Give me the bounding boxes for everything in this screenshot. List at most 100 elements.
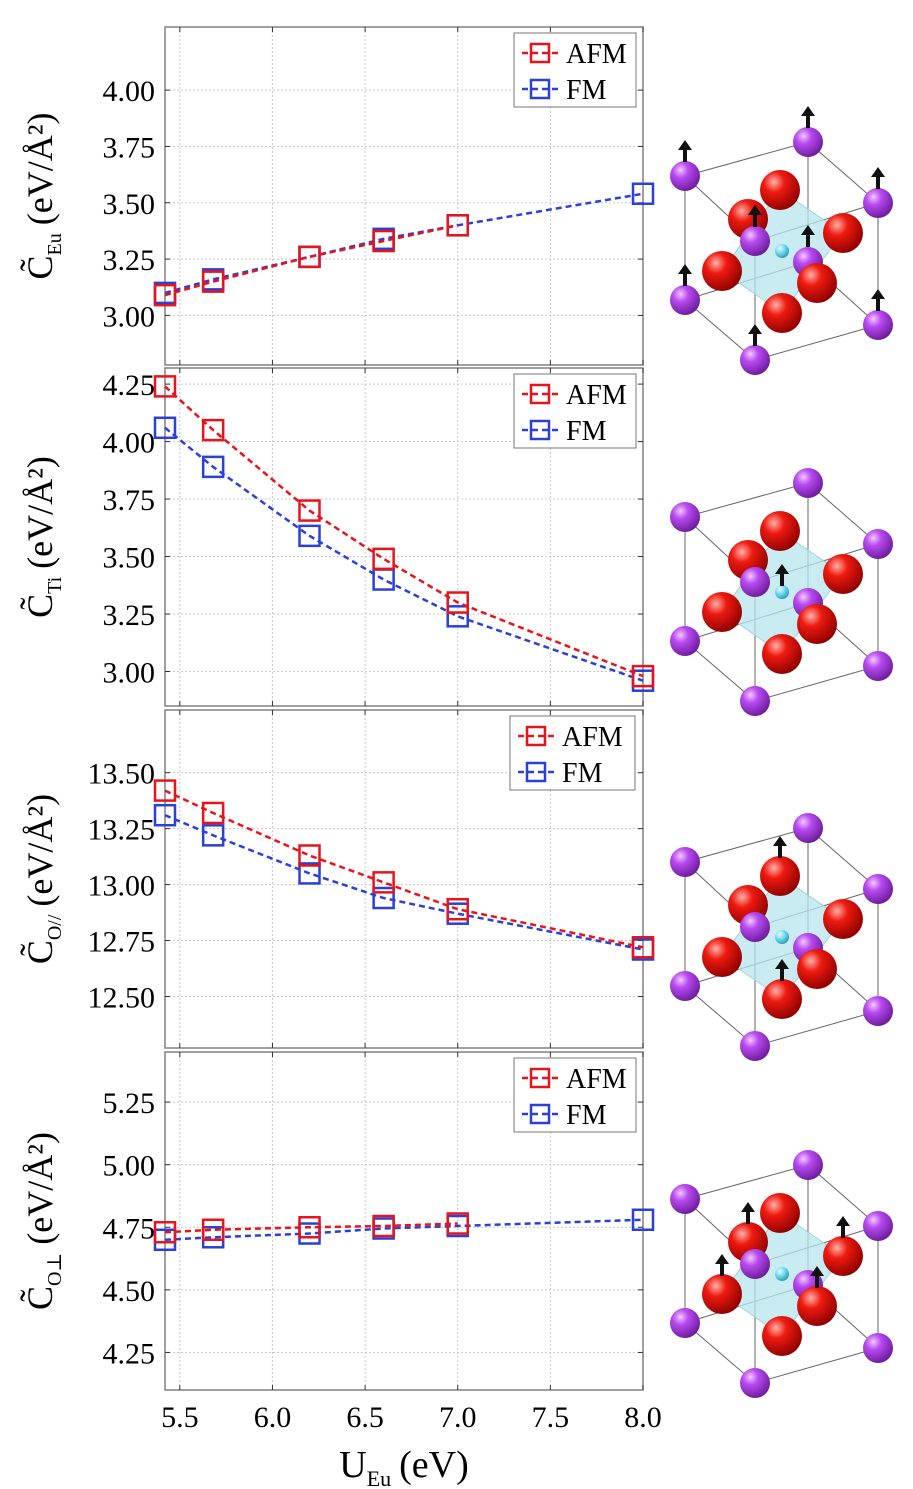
series-line-fm xyxy=(164,426,644,682)
x-tick-label: 7.5 xyxy=(532,1401,570,1434)
spin-arrow-head xyxy=(748,205,762,215)
eu-atom xyxy=(670,285,700,315)
data-point-fm xyxy=(446,605,469,628)
cell-edge xyxy=(684,985,756,1047)
ti-atom xyxy=(775,1267,789,1281)
data-point-afm xyxy=(298,245,321,269)
y-tick-label: 3.75 xyxy=(103,131,156,164)
data-point-afm xyxy=(446,214,469,237)
x-tick-label: 6.0 xyxy=(254,1401,292,1434)
data-point-fm xyxy=(372,886,395,910)
y-tick-label: 12.50 xyxy=(88,982,156,1015)
cell-edge xyxy=(807,141,879,204)
eu-atom xyxy=(863,996,893,1026)
spin-arrow-head xyxy=(773,836,787,846)
o-atom xyxy=(760,170,800,210)
cell-edge xyxy=(754,665,879,702)
y-tick-label: 13.50 xyxy=(88,758,156,791)
eu-atom xyxy=(793,127,823,157)
eu-atom xyxy=(670,502,700,532)
o-atom xyxy=(797,604,837,644)
spin-arrow-head xyxy=(715,1254,729,1264)
eu-atom xyxy=(740,226,770,256)
ti-atom xyxy=(775,244,789,258)
eu-atom xyxy=(740,1249,770,1279)
legend: AFM FM xyxy=(513,32,637,108)
y-tick-label: 13.00 xyxy=(88,870,156,903)
y-tick-label: 5.00 xyxy=(103,1150,156,1183)
data-point-afm xyxy=(446,591,469,614)
legend-marker xyxy=(525,761,547,783)
data-point-afm xyxy=(153,375,177,398)
legend: AFM FM xyxy=(513,1057,637,1133)
y-tick-label: 3.25 xyxy=(103,599,156,632)
cell-edge xyxy=(807,482,879,545)
data-point-afm xyxy=(372,871,395,894)
legend-label: AFM xyxy=(566,39,627,70)
spin-arrow-head xyxy=(678,140,692,150)
panel-eu: 3.00 3.25 3.50 3.75 4.00 C̃Eu(eV/Å²) AFM FM xyxy=(20,26,655,366)
data-point-afm xyxy=(446,1212,469,1235)
o-atom xyxy=(702,937,742,977)
x-axis-label: UEu (eV) xyxy=(339,1444,469,1489)
spin-arrow-head xyxy=(741,1202,755,1212)
o-atom xyxy=(760,856,800,896)
eu-atom xyxy=(670,847,700,877)
x-tick-label: 5.5 xyxy=(161,1401,199,1434)
cell-edge xyxy=(754,1347,879,1384)
data-point-afm xyxy=(153,283,177,307)
cell-edge xyxy=(684,1322,756,1384)
data-point-fm xyxy=(201,824,225,847)
legend-box xyxy=(513,32,637,108)
o-atom xyxy=(702,592,742,632)
y-tick-label: 4.75 xyxy=(103,1212,156,1245)
cell-edge xyxy=(684,827,809,863)
series-line-afm xyxy=(164,224,458,297)
cell-edge xyxy=(684,640,756,702)
o-atom xyxy=(797,949,837,989)
spin-arrow-head xyxy=(678,264,692,274)
series-line-fm xyxy=(164,1218,644,1242)
data-point-afm xyxy=(372,1214,395,1238)
o-atom xyxy=(762,293,802,333)
spin-arrow-head xyxy=(775,564,789,574)
legend: AFM FM xyxy=(509,715,636,791)
cell-edge xyxy=(754,1010,879,1047)
o-atom xyxy=(762,634,802,674)
o-atom xyxy=(762,1316,802,1356)
eu-atom xyxy=(670,1184,700,1214)
plot-frame xyxy=(164,367,644,707)
legend-marker xyxy=(529,419,551,441)
data-point-afm xyxy=(153,1221,177,1244)
eu-atom xyxy=(863,310,893,340)
cell-edge xyxy=(684,299,756,361)
eu-atom xyxy=(670,161,700,191)
y-axis-label: C̃Ti(eV/Å²) xyxy=(20,456,66,618)
data-point-fm xyxy=(631,1208,655,1231)
data-point-fm xyxy=(153,803,177,827)
data-point-afm xyxy=(201,1218,225,1242)
y-tick-label: 4.00 xyxy=(103,427,156,460)
series-line-afm xyxy=(164,789,644,949)
eu-atom xyxy=(670,1308,700,1338)
legend-marker xyxy=(529,383,551,405)
eu-atom xyxy=(740,345,770,375)
y-tick-label: 3.00 xyxy=(103,300,156,333)
cell-edge xyxy=(684,141,809,177)
legend-label: FM xyxy=(566,1100,607,1131)
x-tick-label: 6.5 xyxy=(346,1401,384,1434)
data-point-afm xyxy=(372,229,395,253)
legend-label: AFM xyxy=(566,380,627,411)
legend-label: FM xyxy=(566,75,607,106)
x-tick-label: 8.0 xyxy=(624,1401,662,1434)
o-atom xyxy=(797,263,837,303)
spin-arrow-head xyxy=(810,1266,824,1276)
eu-atom xyxy=(863,874,893,904)
legend: AFM FM xyxy=(513,373,637,449)
eu-atom xyxy=(863,529,893,559)
series-line-afm xyxy=(164,385,644,678)
y-tick-label: 4.25 xyxy=(103,369,156,402)
o-atom xyxy=(760,511,800,551)
y-tick-label: 3.75 xyxy=(103,484,156,517)
o-atom xyxy=(823,554,863,594)
